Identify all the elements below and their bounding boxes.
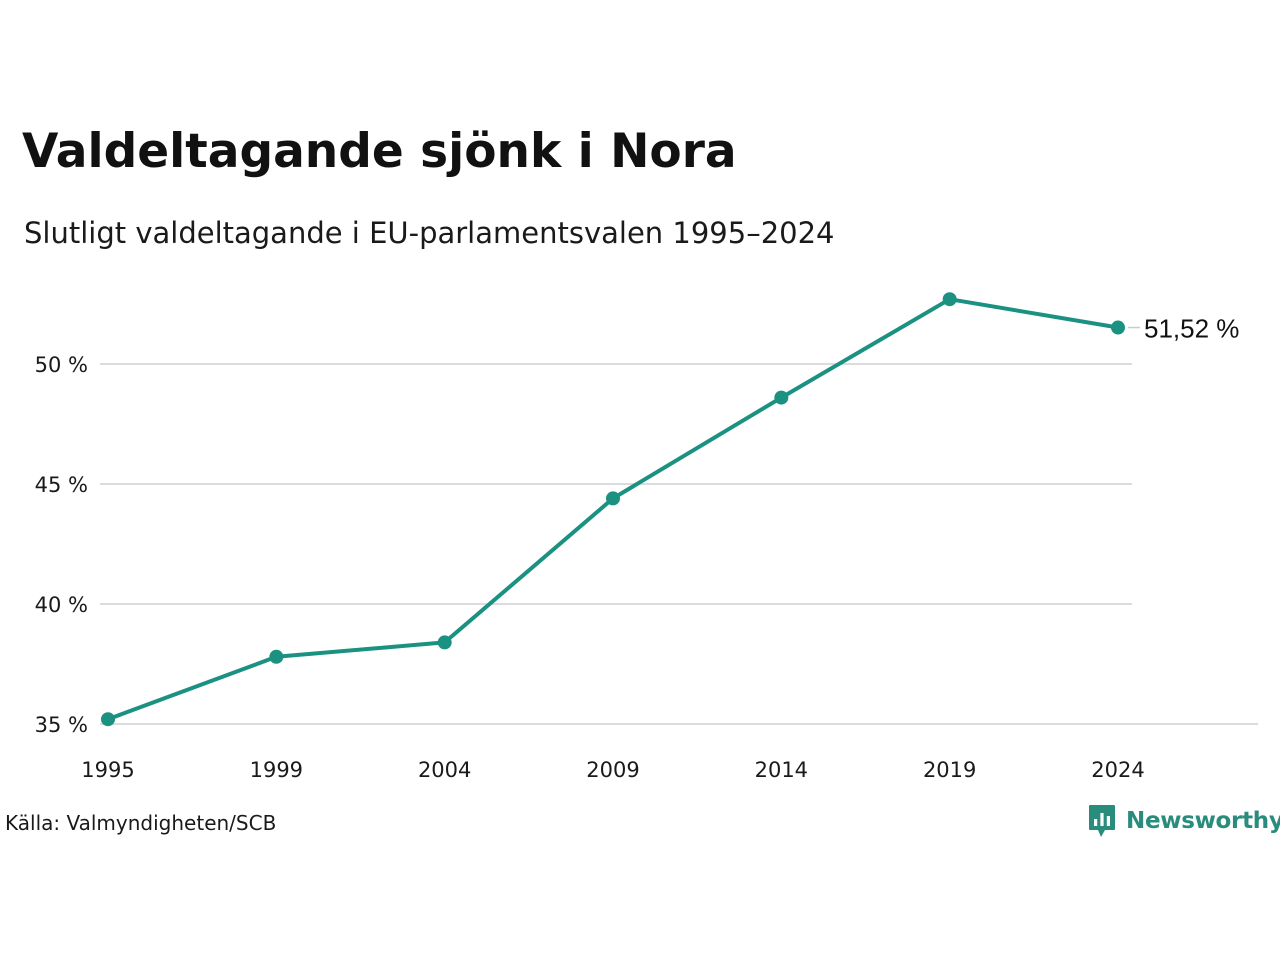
data-point	[437, 635, 452, 650]
gridlines	[100, 363, 1258, 725]
x-tick-label: 1995	[81, 758, 134, 782]
x-tick-label: 2009	[586, 758, 639, 782]
x-tick-label: 2019	[923, 758, 976, 782]
data-point	[101, 712, 115, 727]
data-point	[1111, 320, 1125, 335]
data-point	[606, 491, 620, 506]
end-label-layer: 51,52 %	[1128, 314, 1239, 344]
x-tick-label: 1999	[250, 758, 303, 782]
x-tick-label: 2004	[418, 758, 471, 782]
y-axis-tick-labels: 35 % 40 % 45 % 50 %	[35, 353, 88, 737]
x-tick-label: 2024	[1091, 758, 1144, 782]
series-line	[106, 297, 1120, 722]
newsworthy-chart-bubble-icon	[1089, 805, 1115, 837]
chart-subtitle: Slutligt valdeltagande i EU-parlamentsva…	[24, 216, 835, 250]
end-value-label: 51,52 %	[1144, 314, 1239, 344]
source-note: Källa: Valmyndigheten/SCB	[5, 811, 277, 835]
data-point	[774, 390, 789, 405]
x-axis-tick-labels: 1995 1999 2004 2009 2014 2019 2024	[81, 758, 1144, 782]
data-point	[269, 649, 284, 664]
y-tick-label: 50 %	[35, 353, 88, 377]
data-point	[942, 292, 957, 307]
y-tick-label: 45 %	[35, 473, 88, 497]
y-tick-label: 40 %	[35, 593, 88, 617]
series-line-layer	[106, 297, 1120, 722]
data-points	[101, 292, 1125, 727]
brand-name: Newsworthy	[1126, 808, 1280, 834]
x-tick-label: 2014	[755, 758, 808, 782]
brand-logo-group: Newsworthy	[1088, 804, 1280, 838]
y-tick-label: 35 %	[35, 713, 88, 737]
chart-title: Valdeltagande sjönk i Nora	[22, 124, 737, 179]
